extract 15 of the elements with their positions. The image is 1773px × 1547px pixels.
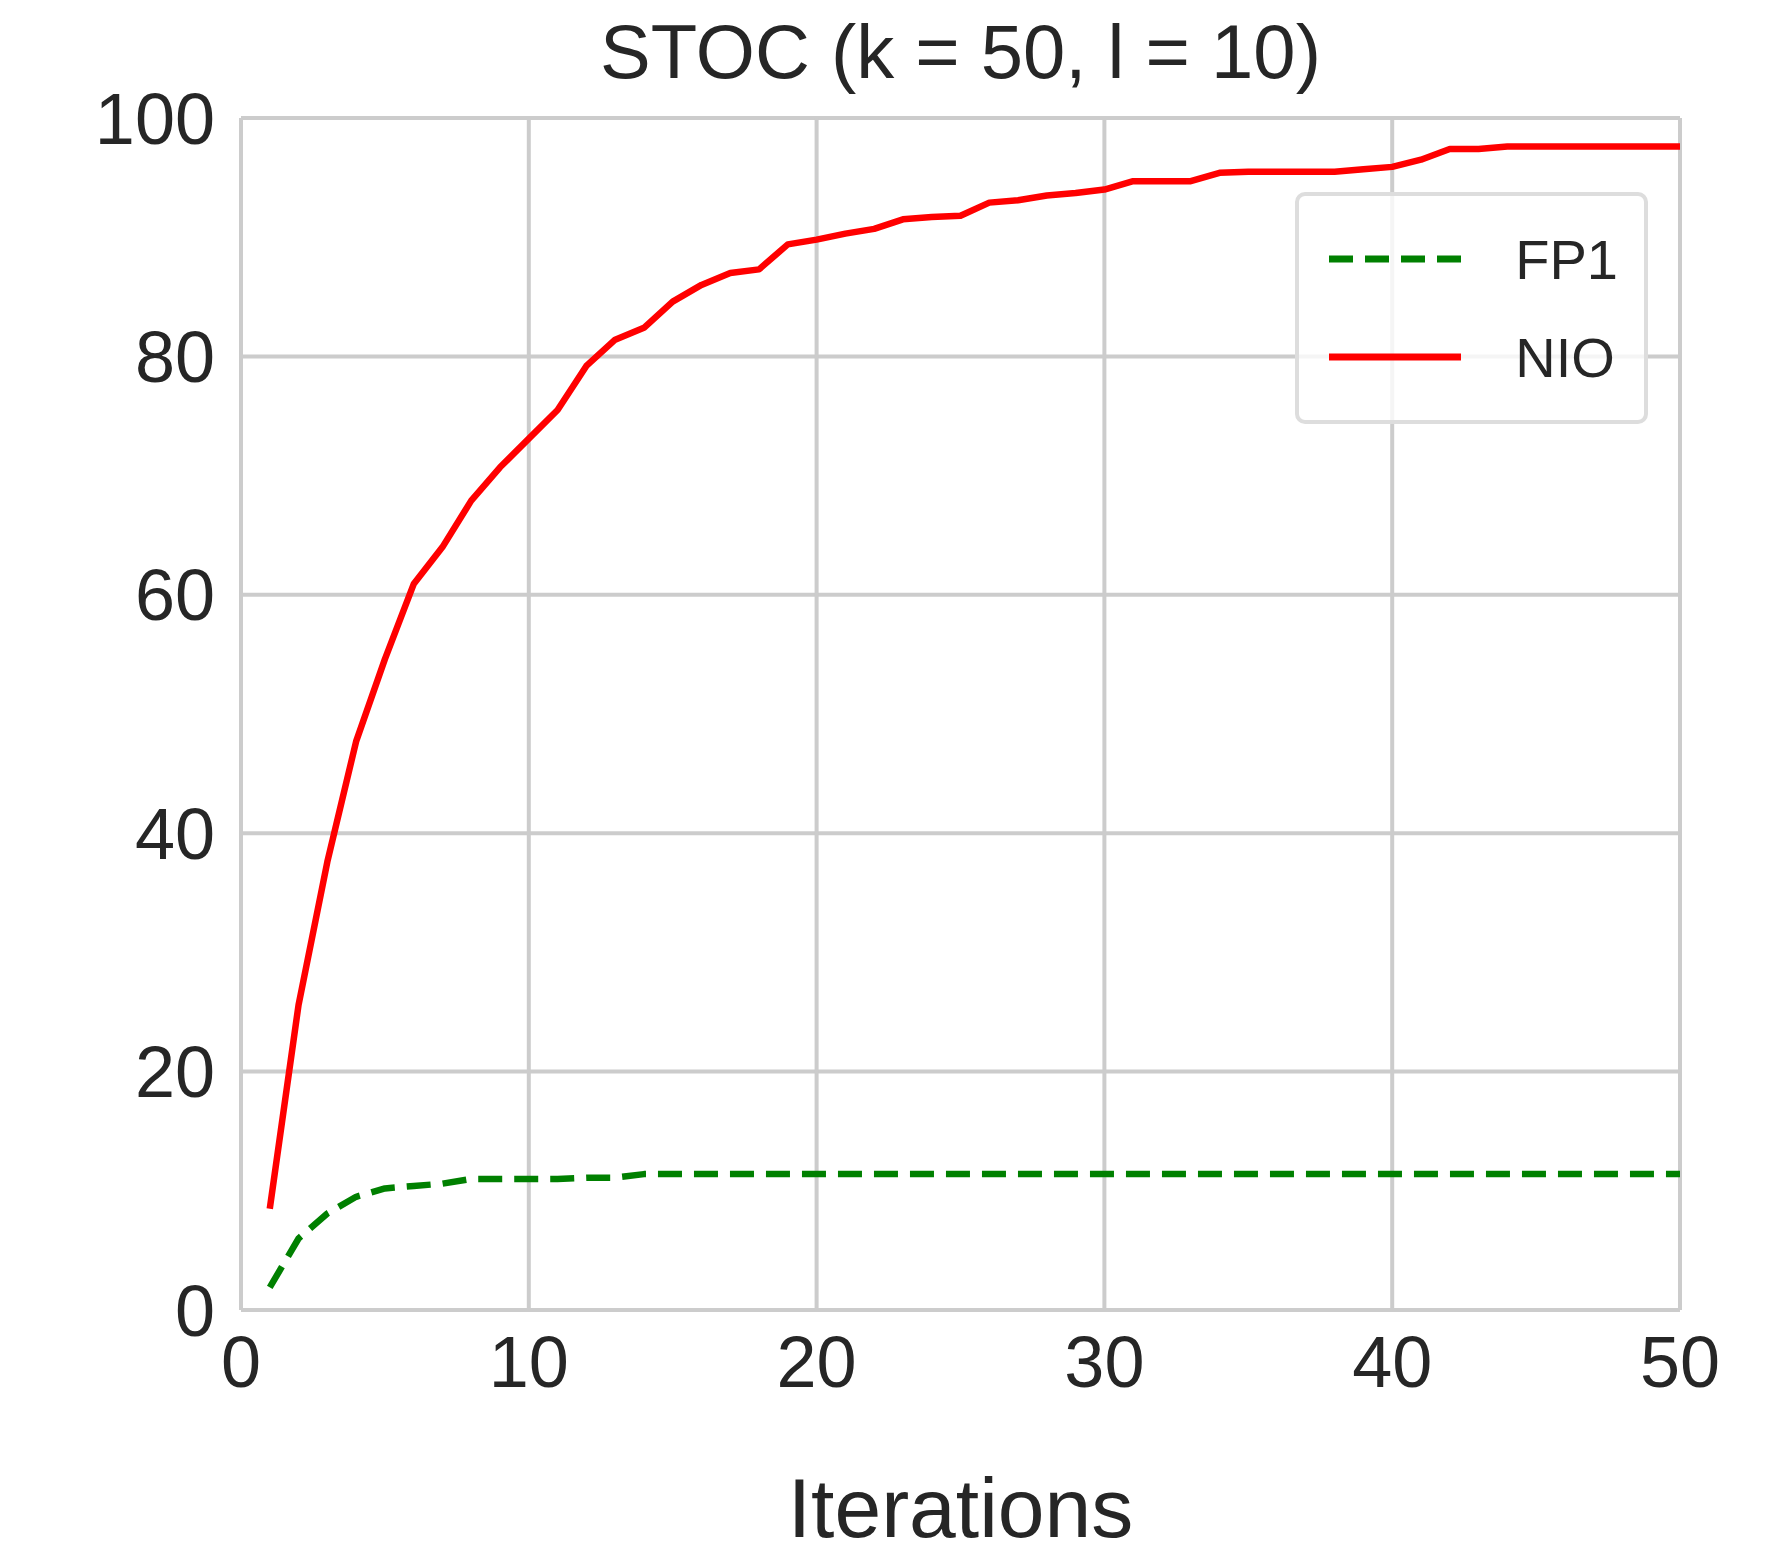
y-tick-label: 100: [94, 78, 215, 159]
x-tick-label: 10: [488, 1322, 569, 1403]
y-tick-label: 60: [134, 555, 215, 636]
x-tick-label: 40: [1352, 1322, 1433, 1403]
legend-label: FP1: [1515, 226, 1618, 292]
x-tick-label: 50: [1639, 1322, 1721, 1403]
y-tick-label: 20: [134, 1032, 215, 1113]
x-axis-title: Iterations: [787, 1461, 1134, 1547]
y-tick-label: 40: [134, 793, 215, 874]
x-tick-label: 30: [1064, 1322, 1145, 1403]
y-tick-label: 0: [174, 1270, 215, 1351]
legend-label: NIO: [1515, 324, 1615, 390]
x-tick-label: 20: [776, 1322, 857, 1403]
chart-title: STOC (k = 50, l = 10): [599, 8, 1322, 95]
y-tick-label: 80: [134, 316, 215, 397]
